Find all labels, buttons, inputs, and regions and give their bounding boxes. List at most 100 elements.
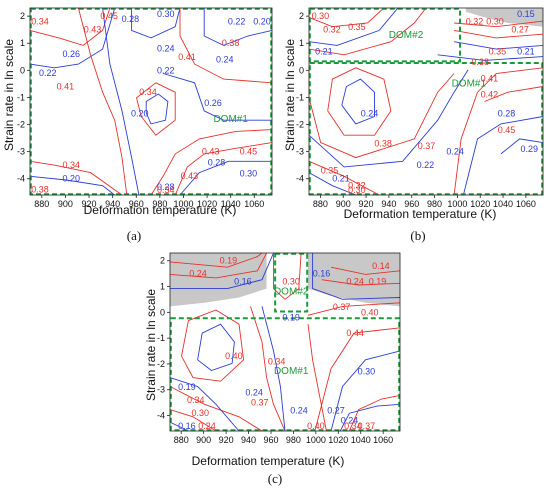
y-tick-label: -2 bbox=[296, 120, 304, 130]
panel-c-y-axis-title: Strain rate in ln scale bbox=[144, 289, 158, 401]
panel-b-caption: (b) bbox=[410, 228, 425, 243]
x-tick-label: 1060 bbox=[373, 435, 393, 445]
plot-background bbox=[309, 8, 543, 195]
contour-label: 0.30 bbox=[240, 168, 258, 178]
contour-line bbox=[77, 7, 128, 196]
x-tick-label: 960 bbox=[129, 199, 144, 209]
domain-box bbox=[29, 7, 273, 196]
x-tick-label: 920 bbox=[82, 199, 97, 209]
contour-label: 0.42 bbox=[481, 90, 499, 100]
contour-line bbox=[179, 160, 272, 196]
contour-label: 0.24 bbox=[290, 405, 308, 415]
panel-b-x-ticks: 880 900 920 940 960 980 1000 1020 1040 1060 bbox=[313, 195, 536, 209]
y-tick-label: 1 bbox=[299, 38, 304, 48]
x-tick-label: 1020 bbox=[197, 199, 217, 209]
panel-c-x-axis-title: Deformation temperature (K) bbox=[192, 454, 345, 468]
x-tick-label: 940 bbox=[381, 199, 396, 209]
contour-label: 0.30 bbox=[358, 367, 376, 377]
contour-line bbox=[169, 252, 267, 279]
y-tick-label: 1 bbox=[20, 38, 25, 48]
contour-label: 0.44 bbox=[346, 328, 364, 338]
contour-line bbox=[203, 8, 273, 46]
contour-label: 0.16 bbox=[178, 421, 196, 431]
contour-label: 0.22 bbox=[39, 68, 57, 78]
y-tick-label: -3 bbox=[157, 385, 165, 395]
contour-label: 0.26 bbox=[204, 98, 222, 108]
contour-line bbox=[308, 7, 427, 56]
panel-b-x-axis-title: Deformation temperature (K) bbox=[344, 207, 497, 221]
contour-line bbox=[308, 69, 469, 168]
y-tick-label: 2 bbox=[160, 256, 165, 266]
contour-label: 0.32 bbox=[348, 181, 366, 191]
contour-label: 0.40 bbox=[307, 421, 325, 431]
x-tick-label: 900 bbox=[58, 199, 73, 209]
x-tick-label: 1040 bbox=[221, 199, 241, 209]
contour-line bbox=[454, 41, 544, 50]
contour-label: 0.34 bbox=[187, 395, 205, 405]
contour-label: 0.34 bbox=[344, 421, 362, 431]
y-tick-label: -2 bbox=[157, 359, 165, 369]
x-tick-label: 980 bbox=[427, 199, 442, 209]
domain-label: DOM#2 bbox=[389, 30, 424, 41]
contour-label: 0.45 bbox=[498, 125, 516, 135]
contour-label: 0.40 bbox=[361, 307, 379, 317]
domain-box bbox=[169, 317, 401, 432]
contour-label: 0.34 bbox=[63, 160, 81, 170]
contour-label: 0.19 bbox=[178, 382, 196, 392]
x-tick-label: 880 bbox=[174, 435, 189, 445]
instability-region bbox=[170, 253, 267, 307]
contour-line bbox=[308, 7, 385, 28]
y-tick-label: -3 bbox=[296, 147, 304, 157]
x-tick-label: 1040 bbox=[493, 199, 513, 209]
plot-frame bbox=[308, 7, 544, 196]
y-tick-label: 2 bbox=[20, 11, 25, 21]
contour-line bbox=[314, 327, 401, 432]
contour-line bbox=[308, 160, 380, 196]
contour-line bbox=[341, 78, 375, 125]
y-tick-label: -2 bbox=[17, 120, 25, 130]
contour-label: 0.24 bbox=[189, 269, 207, 279]
x-tick-label: 1060 bbox=[516, 199, 536, 209]
x-tick-label: 940 bbox=[241, 435, 256, 445]
panel-a-plot-area: DOM#1 0.34 0.22 0.26 0.41 0.43 0.45 0.28 0.30 0.2… bbox=[29, 7, 273, 196]
contour-label: 0.21 bbox=[332, 174, 350, 184]
contour-label: 0.40 bbox=[225, 351, 243, 361]
contour-label: 0.45 bbox=[100, 11, 118, 21]
x-tick-label: 940 bbox=[105, 199, 120, 209]
contour-label: 0.19 bbox=[220, 256, 238, 266]
contour-line bbox=[462, 116, 544, 196]
x-tick-label: 1000 bbox=[447, 199, 467, 209]
contour-label: 0.35 bbox=[348, 22, 366, 32]
y-tick-label: -1 bbox=[17, 92, 25, 102]
panel-a-x-ticks: 880 900 920 940 960 980 1000 1020 1040 1060 bbox=[34, 195, 264, 209]
panel-c-x-ticks: 880 900 920 940 960 980 1000 1020 1040 1060 bbox=[174, 431, 393, 445]
y-tick-label: -4 bbox=[157, 411, 165, 421]
contour-line bbox=[454, 29, 544, 39]
contour-label: 0.32 bbox=[466, 17, 484, 27]
x-tick-label: 880 bbox=[34, 199, 49, 209]
contour-label: 0.21 bbox=[517, 46, 535, 56]
panel-a-x-axis-title: Deformation temperature (K) bbox=[84, 203, 237, 217]
contour-line bbox=[150, 129, 273, 196]
domain-label: DOM#1 bbox=[274, 366, 309, 377]
contour-line bbox=[312, 253, 401, 300]
contour-line bbox=[330, 350, 401, 432]
instability-region bbox=[465, 8, 543, 27]
contour-label: 0.34 bbox=[31, 17, 49, 27]
domain-label: DOM#1 bbox=[452, 79, 487, 90]
contour-label: 0.34 bbox=[139, 87, 157, 97]
contour-line bbox=[308, 172, 356, 196]
contour-line bbox=[308, 7, 399, 46]
y-tick-label: -4 bbox=[17, 174, 25, 184]
contour-label: 0.22 bbox=[157, 65, 175, 75]
contour-label: 0.37 bbox=[333, 302, 351, 312]
contour-label: 0.24 bbox=[446, 147, 464, 157]
contour-label: 0.34 bbox=[268, 356, 286, 366]
plot-frame bbox=[169, 252, 401, 432]
contour-label: 0.30 bbox=[486, 17, 504, 27]
contour-line bbox=[29, 7, 111, 46]
contour-line bbox=[261, 306, 286, 432]
contour-label: 0.24 bbox=[346, 276, 364, 286]
